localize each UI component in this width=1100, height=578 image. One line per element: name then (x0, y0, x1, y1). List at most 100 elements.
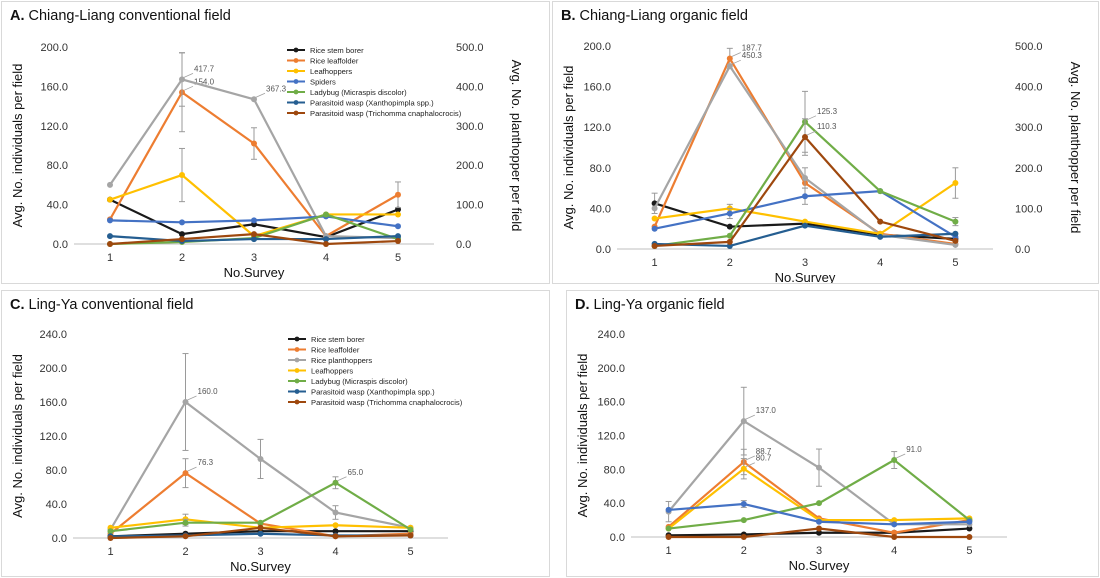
data-label-leader (183, 85, 194, 91)
data-point (816, 529, 822, 536)
legend-swatch-marker (293, 89, 299, 95)
legend-entry: Parasitoid wasp (Trichomma cnaphalocroci… (310, 109, 462, 118)
panel-title: C. Ling-Ya conventional field (10, 297, 193, 313)
data-point (891, 517, 898, 524)
y-right-tick-label: 500.0 (1015, 41, 1043, 53)
data-label-leader (337, 476, 347, 482)
data-label: 154.0 (194, 77, 215, 86)
x-tick-label: 4 (877, 257, 883, 269)
y-right-tick-label: 100.0 (1015, 203, 1043, 215)
x-tick-label: 2 (182, 546, 188, 558)
data-point (726, 63, 733, 70)
data-point (665, 506, 672, 513)
y-right-tick-label: 200.0 (1015, 163, 1043, 175)
data-point (891, 534, 898, 540)
panel-letter: B. (561, 8, 576, 24)
x-tick-label: 1 (107, 546, 113, 558)
data-label: 450.3 (742, 51, 763, 60)
data-point (816, 518, 822, 525)
x-axis-label: No.Survey (230, 559, 291, 574)
x-tick-label: 5 (407, 546, 413, 558)
data-label-leader (745, 414, 755, 420)
panel-b: B. Chiang-Liang organic field 0.0 40.0 80.0… (552, 1, 1099, 284)
data-label-leader (731, 59, 741, 65)
data-label-leader (255, 92, 266, 98)
legend-entry: Leafhoppers (311, 367, 353, 376)
data-point (257, 455, 264, 462)
data-label-leader (806, 115, 817, 121)
legend-swatch-marker (293, 110, 299, 116)
panel-letter: C. (10, 297, 25, 313)
data-point (182, 533, 189, 540)
data-point (395, 223, 401, 230)
data-point (179, 172, 185, 179)
data-point (726, 232, 733, 239)
y-tick-label: 120.0 (597, 431, 625, 443)
legend-swatch-marker (294, 389, 300, 394)
data-point (107, 181, 113, 188)
data-point (323, 236, 329, 243)
data-point (179, 231, 185, 238)
y-tick-label: 120.0 (39, 431, 67, 443)
data-point (182, 399, 189, 405)
chart-d-svg: 0.0 40.0 80.0 120.0 160.0 200.0 240.0 1 2 3 4 5 No.S… (575, 329, 1007, 573)
y-axis-label: Avg. No. individuals per field (10, 354, 25, 518)
legend-swatch-marker (294, 399, 300, 405)
data-point (651, 225, 658, 232)
data-point (407, 532, 414, 539)
x-tick-label: 5 (395, 252, 401, 264)
legend-entry: Rice planthoppers (311, 356, 372, 365)
data-point (179, 76, 185, 83)
y-tick-label: 0.0 (52, 533, 67, 545)
data-label: 160.0 (198, 387, 219, 396)
legend-swatch-marker (293, 58, 299, 63)
data-point (257, 524, 264, 531)
legend-swatch-marker (294, 347, 300, 352)
x-axis-label: No.Survey (775, 270, 836, 283)
x-tick-label: 2 (741, 545, 747, 557)
data-label-leader (187, 466, 197, 472)
data-point (407, 526, 414, 533)
data-label-leader (806, 130, 817, 136)
panel-letter: A. (10, 8, 25, 24)
data-label-leader (183, 73, 194, 78)
data-point (332, 509, 339, 516)
data-point (726, 238, 733, 245)
panel-title: D. Ling-Ya organic field (575, 297, 725, 313)
y-right-axis-label: Avg. No. planthopper per field (1068, 62, 1083, 234)
data-point (891, 457, 898, 464)
data-point (332, 528, 339, 535)
y-axis-label: Avg. No. individuals per field (575, 354, 590, 518)
data-point (251, 140, 257, 147)
x-tick-label: 2 (179, 252, 185, 264)
y-right-tick-label: 400.0 (1015, 82, 1043, 94)
legend-swatch-marker (293, 68, 299, 74)
y-tick-label: 80.0 (604, 464, 625, 476)
data-label: 80.7 (756, 454, 772, 463)
panel-d: D. Ling-Ya organic field 0.0 40.0 80.0 120.0… (566, 290, 1099, 577)
data-point (395, 191, 401, 198)
legend-swatch-marker (293, 79, 299, 84)
data-point (891, 529, 898, 536)
x-tick-label: 4 (332, 546, 338, 558)
data-point (179, 219, 185, 226)
y-tick-label: 80.0 (47, 160, 68, 172)
data-point (107, 528, 114, 535)
data-point (107, 241, 113, 247)
data-point (740, 517, 747, 524)
data-point (323, 211, 329, 218)
data-point (651, 215, 658, 222)
data-point (816, 464, 822, 471)
legend-entry: Parasitoid wasp (Xanthopimpla spp.) (310, 99, 434, 108)
x-tick-label: 1 (666, 545, 672, 557)
panel-title: B. Chiang-Liang organic field (561, 8, 748, 24)
y-tick-label: 120.0 (40, 121, 68, 133)
data-point (726, 223, 733, 230)
y-tick-label: 80.0 (46, 465, 67, 477)
legend-swatch-marker (293, 47, 299, 53)
y-tick-label: 200.0 (39, 363, 67, 375)
panel-title-text: Chiang-Liang conventional field (28, 8, 231, 24)
legend-entry: Parasitoid wasp (Trichomma cnaphalocroci… (311, 398, 463, 407)
x-tick-label: 1 (652, 257, 658, 269)
data-label: 125.3 (817, 107, 838, 116)
